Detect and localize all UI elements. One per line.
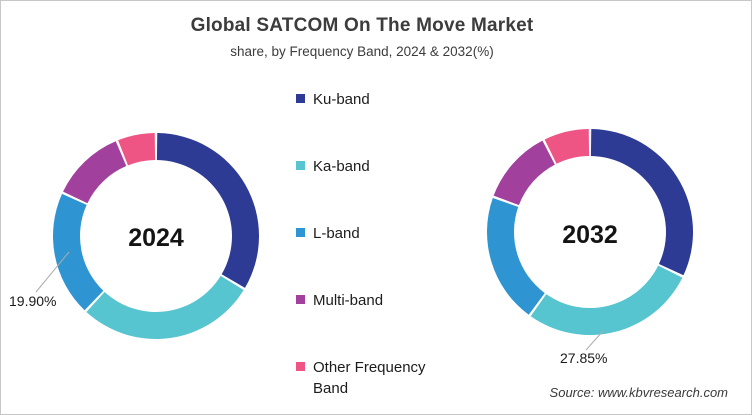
legend-swatch-ku-band	[296, 94, 305, 103]
legend-swatch-other-frequency-band	[296, 362, 305, 371]
legend-swatch-multi-band	[296, 295, 305, 304]
legend-item-other-frequency-band: Other Frequency Band	[296, 357, 443, 399]
legend-item-ku-band: Ku-band	[296, 89, 443, 110]
legend-swatch-l-band	[296, 228, 305, 237]
callout-leader-2032	[585, 330, 604, 351]
data-label-2032-ka-band: 27.85%	[560, 350, 608, 366]
slice-2032-l-band	[487, 197, 545, 315]
donut-chart-2024	[35, 133, 260, 340]
legend-label-ku-band: Ku-band	[313, 91, 370, 108]
legend-label-other-frequency-band: Other Frequency Band	[313, 359, 426, 397]
donut-2032-center-label: 2032	[562, 221, 618, 249]
slice-2024-multi-band	[63, 141, 127, 204]
slice-2032-ka-band	[530, 265, 683, 335]
data-label-2024-l-band: 19.90%	[9, 293, 57, 309]
legend-item-l-band: L-band	[296, 223, 443, 244]
donut-chart-2032	[487, 129, 694, 351]
legend-item-ka-band: Ka-band	[296, 156, 443, 177]
legend-label-l-band: L-band	[313, 225, 360, 242]
slice-2032-other-frequency-band	[544, 129, 590, 164]
legend-item-multi-band: Multi-band	[296, 290, 443, 311]
slice-2024-other-frequency-band	[118, 133, 156, 166]
legend-label-ka-band: Ka-band	[313, 158, 370, 175]
chart-title: Global SATCOM On The Move Market	[190, 15, 534, 36]
legend: Ku-band Ka-band L-band Multi-band Other …	[296, 89, 443, 399]
slice-2024-ku-band	[156, 133, 260, 288]
chart-subtitle: share, by Frequency Band, 2024 & 2032(%)	[230, 44, 494, 59]
slice-2032-ku-band	[590, 129, 694, 276]
legend-swatch-ka-band	[296, 161, 305, 170]
legend-label-multi-band: Multi-band	[313, 292, 384, 309]
slice-2024-l-band	[53, 193, 104, 311]
slice-2024-ka-band	[86, 275, 244, 340]
callout-leader-2024	[35, 251, 70, 293]
source-credit: Source: www.kbvresearch.com	[549, 385, 728, 400]
slice-2032-multi-band	[493, 140, 555, 206]
donut-2024-center-label: 2024	[128, 224, 184, 252]
